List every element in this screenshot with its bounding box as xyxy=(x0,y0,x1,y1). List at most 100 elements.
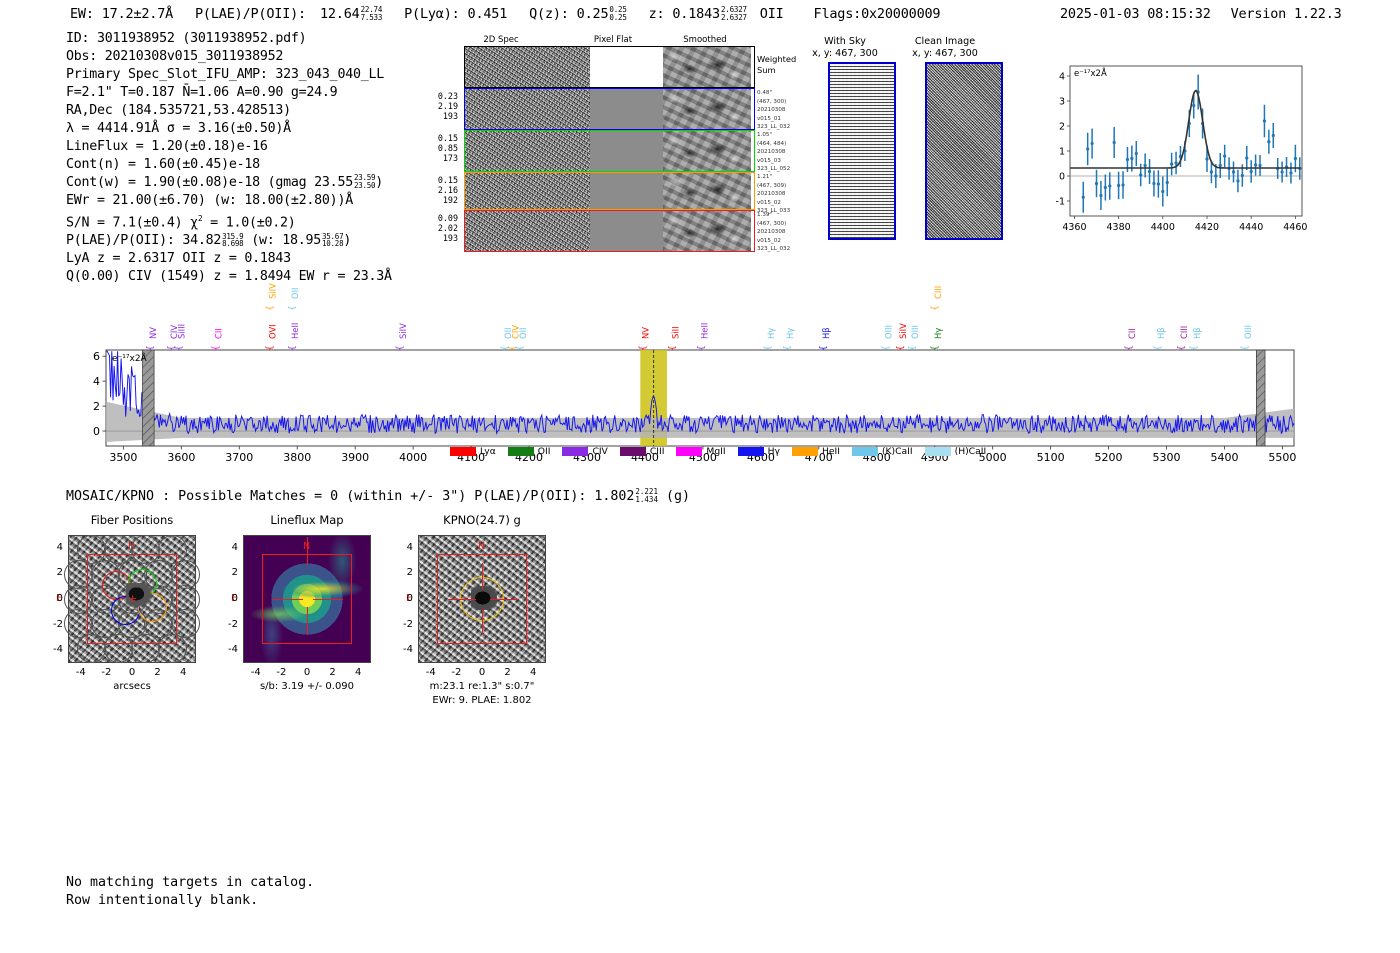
crosshair-segment xyxy=(273,599,303,600)
param-seeing: F=2.1" T=0.187 N̄=1.06 A=0.90 g=24.9 xyxy=(66,85,338,100)
svg-text:OIII: OIII xyxy=(1243,325,1253,339)
fiber-row-values: 0.09 2.02 193 xyxy=(437,213,458,243)
fiber-circle[interactable] xyxy=(171,609,201,639)
fiber-row-meta: 1.21" (467, 309) 20210308 v015_02 323_LL_033 xyxy=(757,174,791,215)
crosshair-segment xyxy=(307,537,308,565)
header-z-type: OII xyxy=(759,6,784,22)
svg-text:4440: 4440 xyxy=(1239,222,1263,233)
weighted-sum-row xyxy=(464,46,755,88)
cutout-xtick: 0 xyxy=(303,667,311,678)
svg-text:2: 2 xyxy=(1059,121,1065,132)
panel-title-2d-spec: 2D Spec xyxy=(483,35,519,45)
cutout-image[interactable] xyxy=(418,535,546,663)
legend-item: CIII xyxy=(619,446,664,457)
legend-label: MgII xyxy=(706,446,726,457)
svg-text:4000: 4000 xyxy=(399,451,427,464)
header-flags: Flags:0x20000009 xyxy=(813,6,941,22)
fiber-circle[interactable] xyxy=(130,633,160,663)
param-cont-w: Cont(w) = 1.90(±0.08)e-18 (gmag 23.55 23.… xyxy=(66,173,384,190)
svg-text:NV: NV xyxy=(148,327,158,339)
fiber-pixelflat xyxy=(590,89,663,129)
fiber-circle[interactable] xyxy=(104,633,133,663)
legend-item: (K)CaII xyxy=(851,446,913,457)
svg-text:{: { xyxy=(288,345,298,351)
svg-text:{: { xyxy=(174,345,184,351)
svg-text:SiII: SiII xyxy=(670,326,680,339)
svg-text:Hβ: Hβ xyxy=(821,327,831,339)
fiber-circle[interactable] xyxy=(157,633,187,663)
cutout-ytick: -4 xyxy=(403,644,413,656)
svg-text:-1: -1 xyxy=(1056,196,1065,207)
mosaic-summary: MOSAIC/KPNO : Possible Matches = 0 (with… xyxy=(66,487,691,504)
svg-text:2: 2 xyxy=(93,400,100,413)
parameter-block: ID: 3011938952 (3011938952.pdf) Obs: 202… xyxy=(66,30,392,286)
fiber-spec-row xyxy=(464,88,755,130)
fiber-smoothed xyxy=(663,173,751,209)
cutout-xtick: 2 xyxy=(329,667,336,678)
panel-title-smoothed: Smoothed xyxy=(683,35,727,45)
fiber-2dspec xyxy=(465,89,590,129)
selected-fiber-circle[interactable] xyxy=(137,592,167,622)
fiber-pixelflat xyxy=(590,211,663,251)
fiber-circle[interactable] xyxy=(77,633,107,663)
fiber-smoothed xyxy=(663,131,751,171)
fiber-smoothed xyxy=(663,89,751,129)
svg-text:4420: 4420 xyxy=(1195,222,1219,233)
cutout-xtick: 4 xyxy=(180,667,187,678)
kpno-crosshair xyxy=(490,599,518,600)
cutout-ytick: 2 xyxy=(231,567,238,579)
legend-item: HeII xyxy=(791,446,840,457)
legend-swatch xyxy=(737,447,764,456)
weighted-sum-2dspec xyxy=(465,47,590,87)
svg-text:3800: 3800 xyxy=(283,451,311,464)
header-version: Version 1.22.3 xyxy=(1230,6,1342,22)
compass-north: N xyxy=(478,541,486,552)
cutout-ytick: 0 xyxy=(406,593,413,604)
compass-east: E xyxy=(231,593,238,604)
cutout-xtick: -2 xyxy=(101,667,112,678)
svg-text:{: { xyxy=(908,345,918,351)
legend-item: (H)CaII xyxy=(924,446,987,457)
svg-text:{: { xyxy=(501,345,511,351)
bottom-note-line1: No matching targets in catalog. xyxy=(66,875,315,890)
cutout-xtick: -4 xyxy=(425,667,436,678)
svg-text:{: { xyxy=(881,345,891,351)
header-plya: P(Lyα): 0.451 xyxy=(404,6,508,22)
fiber-row-meta: 1.39" (467, 300) 20210308 v015_02 323_LL_032 xyxy=(757,212,791,253)
svg-text:{: { xyxy=(396,345,406,351)
param-qciv: Q(0.00) CIV (1549) z = 1.8494 EW r = 23.… xyxy=(66,269,392,285)
svg-text:4460: 4460 xyxy=(1283,222,1307,233)
clean-image-title: Clean Image x, y: 467, 300 xyxy=(912,36,978,59)
fiber-circle[interactable] xyxy=(157,535,187,565)
svg-text:{: { xyxy=(1125,345,1135,351)
svg-text:3700: 3700 xyxy=(225,451,253,464)
with-sky-image xyxy=(828,62,896,240)
cutout-ytick: 2 xyxy=(56,567,63,579)
cutout-caption-1: m:23.1 re:1.3" s:0.7" xyxy=(429,681,535,692)
legend-swatch xyxy=(507,447,534,456)
svg-text:3500: 3500 xyxy=(109,451,137,464)
svg-text:CIII: CIII xyxy=(933,286,943,299)
param-plae-poii: P(LAE)/P(OII): 34.82 315.9 8.698 (w: 18.95… xyxy=(66,231,352,249)
legend-label: CIV xyxy=(592,446,608,457)
svg-text:{: { xyxy=(764,345,774,351)
with-sky-title: With Sky x, y: 467, 300 xyxy=(812,36,878,59)
legend-label: (H)CaII xyxy=(954,446,987,457)
compass-north: N xyxy=(303,541,310,552)
cutout-ytick: 0 xyxy=(231,593,238,604)
bottom-note-line2: Row intentionally blank. xyxy=(66,893,259,908)
legend-swatch xyxy=(851,447,878,456)
source-blob xyxy=(126,583,152,607)
svg-text:5100: 5100 xyxy=(1037,451,1065,464)
svg-text:HeII: HeII xyxy=(699,323,709,339)
param-cont-n: Cont(n) = 1.60(±0.45)e-18 xyxy=(66,157,260,172)
crosshair-segment xyxy=(313,599,343,600)
cutout-xtick: -4 xyxy=(75,667,86,678)
svg-text:{: { xyxy=(819,345,829,351)
svg-text:CII: CII xyxy=(1127,328,1137,339)
svg-text:5200: 5200 xyxy=(1095,451,1123,464)
legend-item: MgII xyxy=(676,446,726,457)
svg-text:OIII: OIII xyxy=(884,325,894,339)
cutout-ytick: 4 xyxy=(56,541,63,553)
param-snr-chi2: S/N = 7.1(±0.4) χ2 = 1.0(±0.2) xyxy=(66,214,296,231)
